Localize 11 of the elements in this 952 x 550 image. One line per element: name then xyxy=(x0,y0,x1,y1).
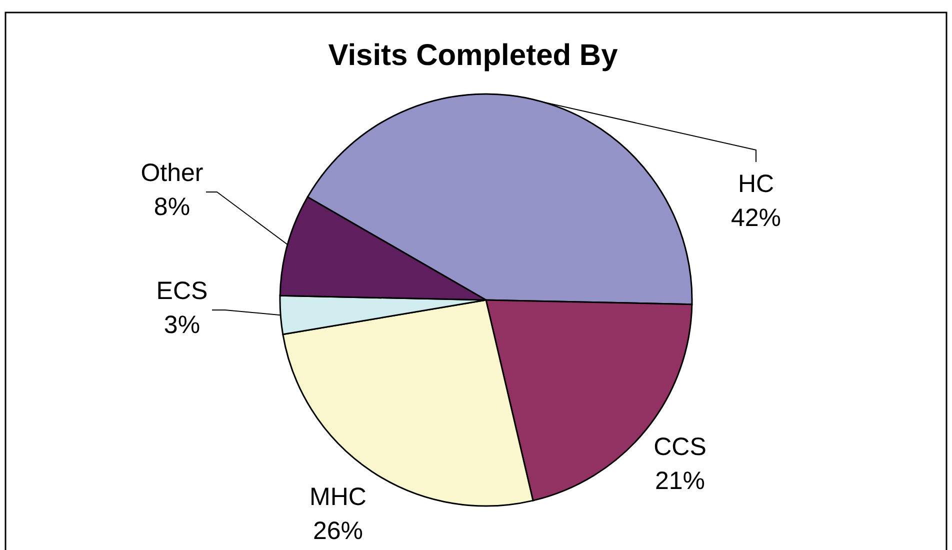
slice-label: ECS xyxy=(156,277,208,305)
slice-label: CCS xyxy=(654,433,706,461)
data-label: 8% xyxy=(154,193,190,221)
slice-label: HC xyxy=(738,170,774,198)
data-label: 3% xyxy=(164,311,200,339)
slice-label: MHC xyxy=(310,483,366,511)
data-label: 21% xyxy=(654,467,706,495)
data-label: 26% xyxy=(312,517,364,545)
chart-title: Visits Completed By xyxy=(328,39,618,72)
data-label: 42% xyxy=(730,204,782,232)
slice-label: Other xyxy=(140,159,204,187)
